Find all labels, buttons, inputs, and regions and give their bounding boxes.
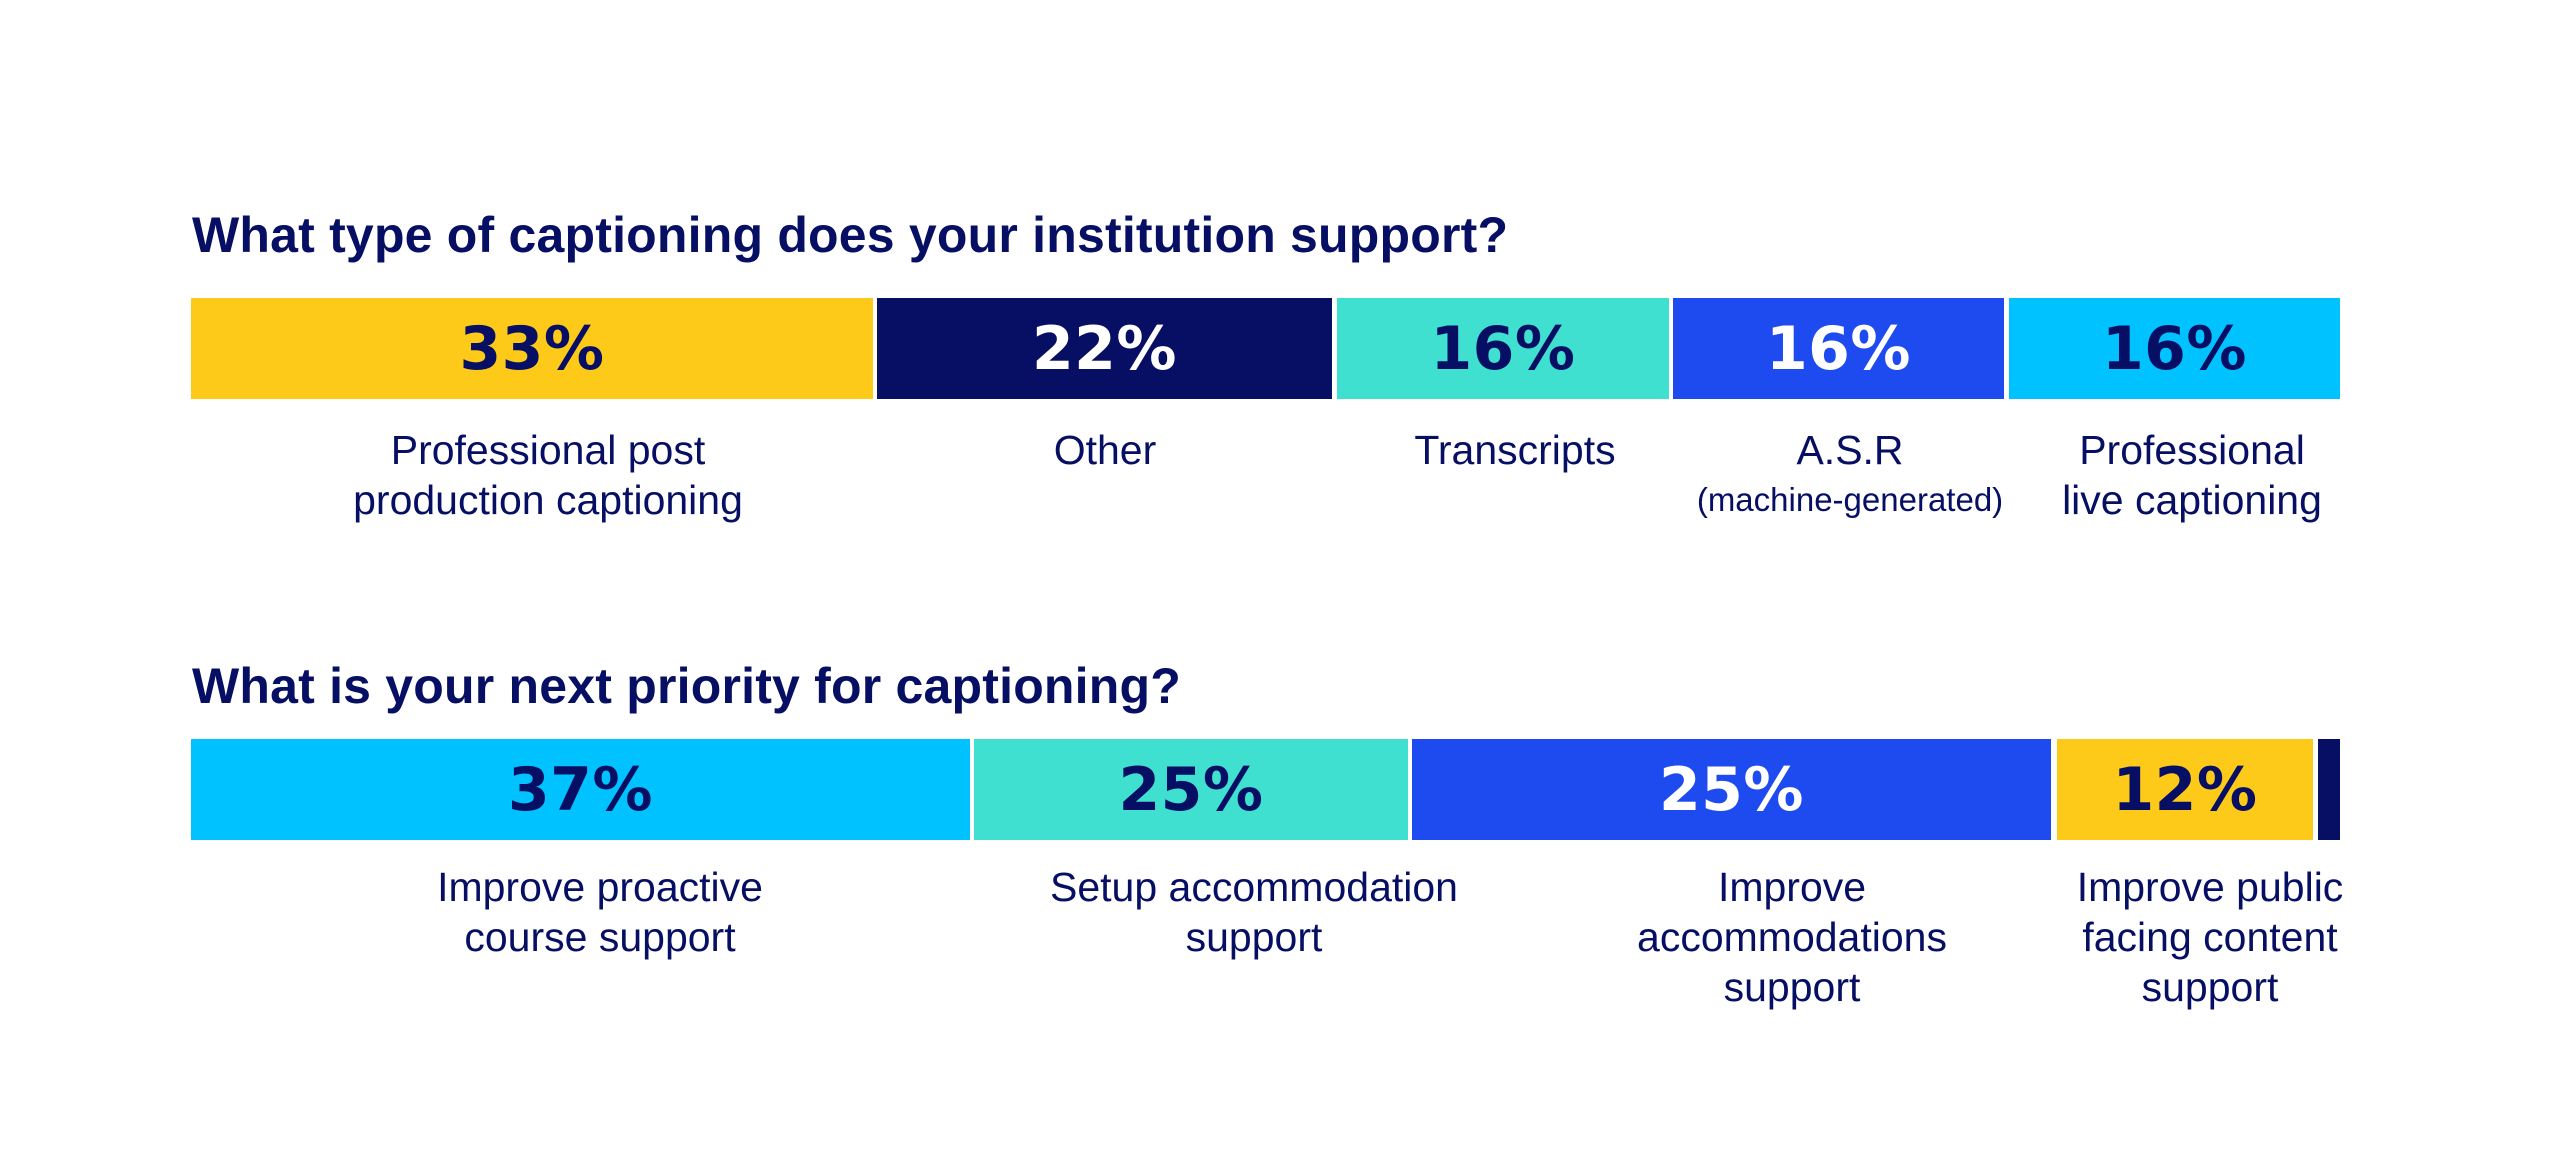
label-transcripts: Transcripts — [1414, 425, 1615, 475]
label-line: Professional post — [390, 427, 706, 473]
label-improve-accommodations: Improve accommodations support — [1637, 862, 1947, 1012]
label-public-facing-content: Improve public facing content support — [2077, 862, 2344, 1012]
segment-other: 22% — [877, 298, 1332, 399]
label-line: Improve — [1717, 864, 1867, 910]
segment-value: 33% — [459, 313, 605, 384]
label-line: support — [1185, 914, 1323, 960]
segment-value: 22% — [1031, 313, 1178, 384]
segment-transcripts: 16% — [1337, 298, 1669, 399]
label-line: support — [1723, 964, 1861, 1010]
label-line: live captioning — [2062, 477, 2322, 523]
label-line: Other — [1053, 427, 1157, 473]
label-professional-live: Professional live captioning — [2062, 425, 2322, 525]
segment-value: 12% — [2112, 754, 2258, 825]
segment-professional-post-production: 33% — [191, 298, 873, 399]
label-line: production captioning — [353, 477, 743, 523]
segment-asr: 16% — [1673, 298, 2004, 399]
label-setup-accommodation: Setup accommodation support — [1050, 862, 1458, 962]
segment-value: 25% — [1118, 754, 1264, 825]
label-subtext: (machine-generated) — [1696, 481, 2004, 518]
label-line: Improve proactive — [437, 864, 763, 910]
label-line: Improve public — [2076, 864, 2344, 910]
label-line: accommodations — [1637, 914, 1947, 960]
label-line: facing content — [2082, 914, 2338, 960]
segment-proactive-course-support: 37% — [191, 739, 970, 840]
segment-improve-accommodations: 25% — [1412, 739, 2051, 840]
label-line: Transcripts — [1414, 427, 1616, 473]
segment-value: 37% — [507, 754, 654, 825]
label-professional-post-production: Professional post production captioning — [353, 425, 743, 525]
chart-2-title: What is your next priority for captionin… — [192, 658, 1181, 714]
segment-value: 16% — [1430, 313, 1576, 384]
segment-value: 16% — [2101, 313, 2248, 384]
segment-value: 25% — [1658, 754, 1805, 825]
segment-value: 16% — [1765, 313, 1912, 384]
label-line: Professional — [2079, 427, 2305, 473]
chart-1-title: What type of captioning does your instit… — [192, 207, 1509, 263]
segment-unlabeled — [2318, 739, 2340, 840]
label-other: Other — [1054, 425, 1157, 475]
segment-public-facing-content: 12% — [2057, 739, 2313, 840]
label-asr: A.S.R (machine-generated) — [1697, 425, 2003, 525]
label-line: support — [2141, 964, 2279, 1010]
label-proactive-course-support: Improve proactive course support — [437, 862, 763, 962]
label-line: A.S.R — [1796, 427, 1904, 473]
segment-professional-live: 16% — [2009, 298, 2340, 399]
segment-setup-accommodation: 25% — [974, 739, 1408, 840]
label-line: Setup accommodation — [1050, 864, 1458, 910]
label-line: course support — [464, 914, 736, 960]
